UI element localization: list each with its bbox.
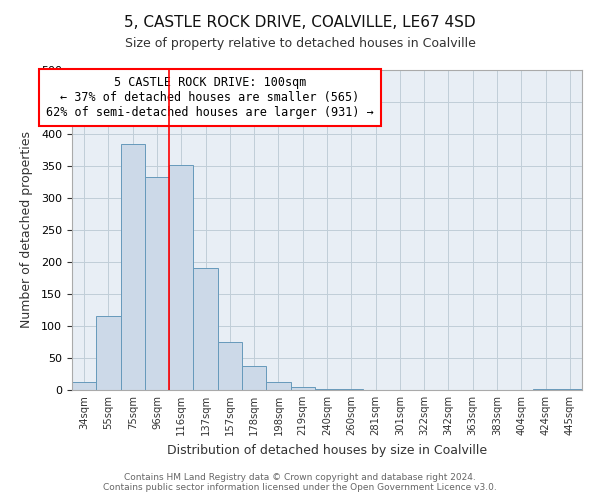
Bar: [121, 144, 145, 390]
Bar: [533, 388, 558, 390]
Bar: [558, 388, 582, 390]
Bar: [145, 177, 169, 390]
Text: Contains HM Land Registry data © Crown copyright and database right 2024.
Contai: Contains HM Land Registry data © Crown c…: [103, 473, 497, 492]
Bar: [315, 388, 339, 390]
Bar: [290, 387, 315, 390]
Bar: [169, 164, 193, 390]
Bar: [193, 268, 218, 390]
Y-axis label: Number of detached properties: Number of detached properties: [20, 132, 33, 328]
Bar: [96, 316, 121, 390]
Bar: [218, 342, 242, 390]
Bar: [242, 366, 266, 390]
Text: 5 CASTLE ROCK DRIVE: 100sqm
← 37% of detached houses are smaller (565)
62% of se: 5 CASTLE ROCK DRIVE: 100sqm ← 37% of det…: [46, 76, 374, 120]
Text: Size of property relative to detached houses in Coalville: Size of property relative to detached ho…: [125, 38, 475, 51]
X-axis label: Distribution of detached houses by size in Coalville: Distribution of detached houses by size …: [167, 444, 487, 456]
Text: 5, CASTLE ROCK DRIVE, COALVILLE, LE67 4SD: 5, CASTLE ROCK DRIVE, COALVILLE, LE67 4S…: [124, 15, 476, 30]
Bar: [266, 382, 290, 390]
Bar: [72, 382, 96, 390]
